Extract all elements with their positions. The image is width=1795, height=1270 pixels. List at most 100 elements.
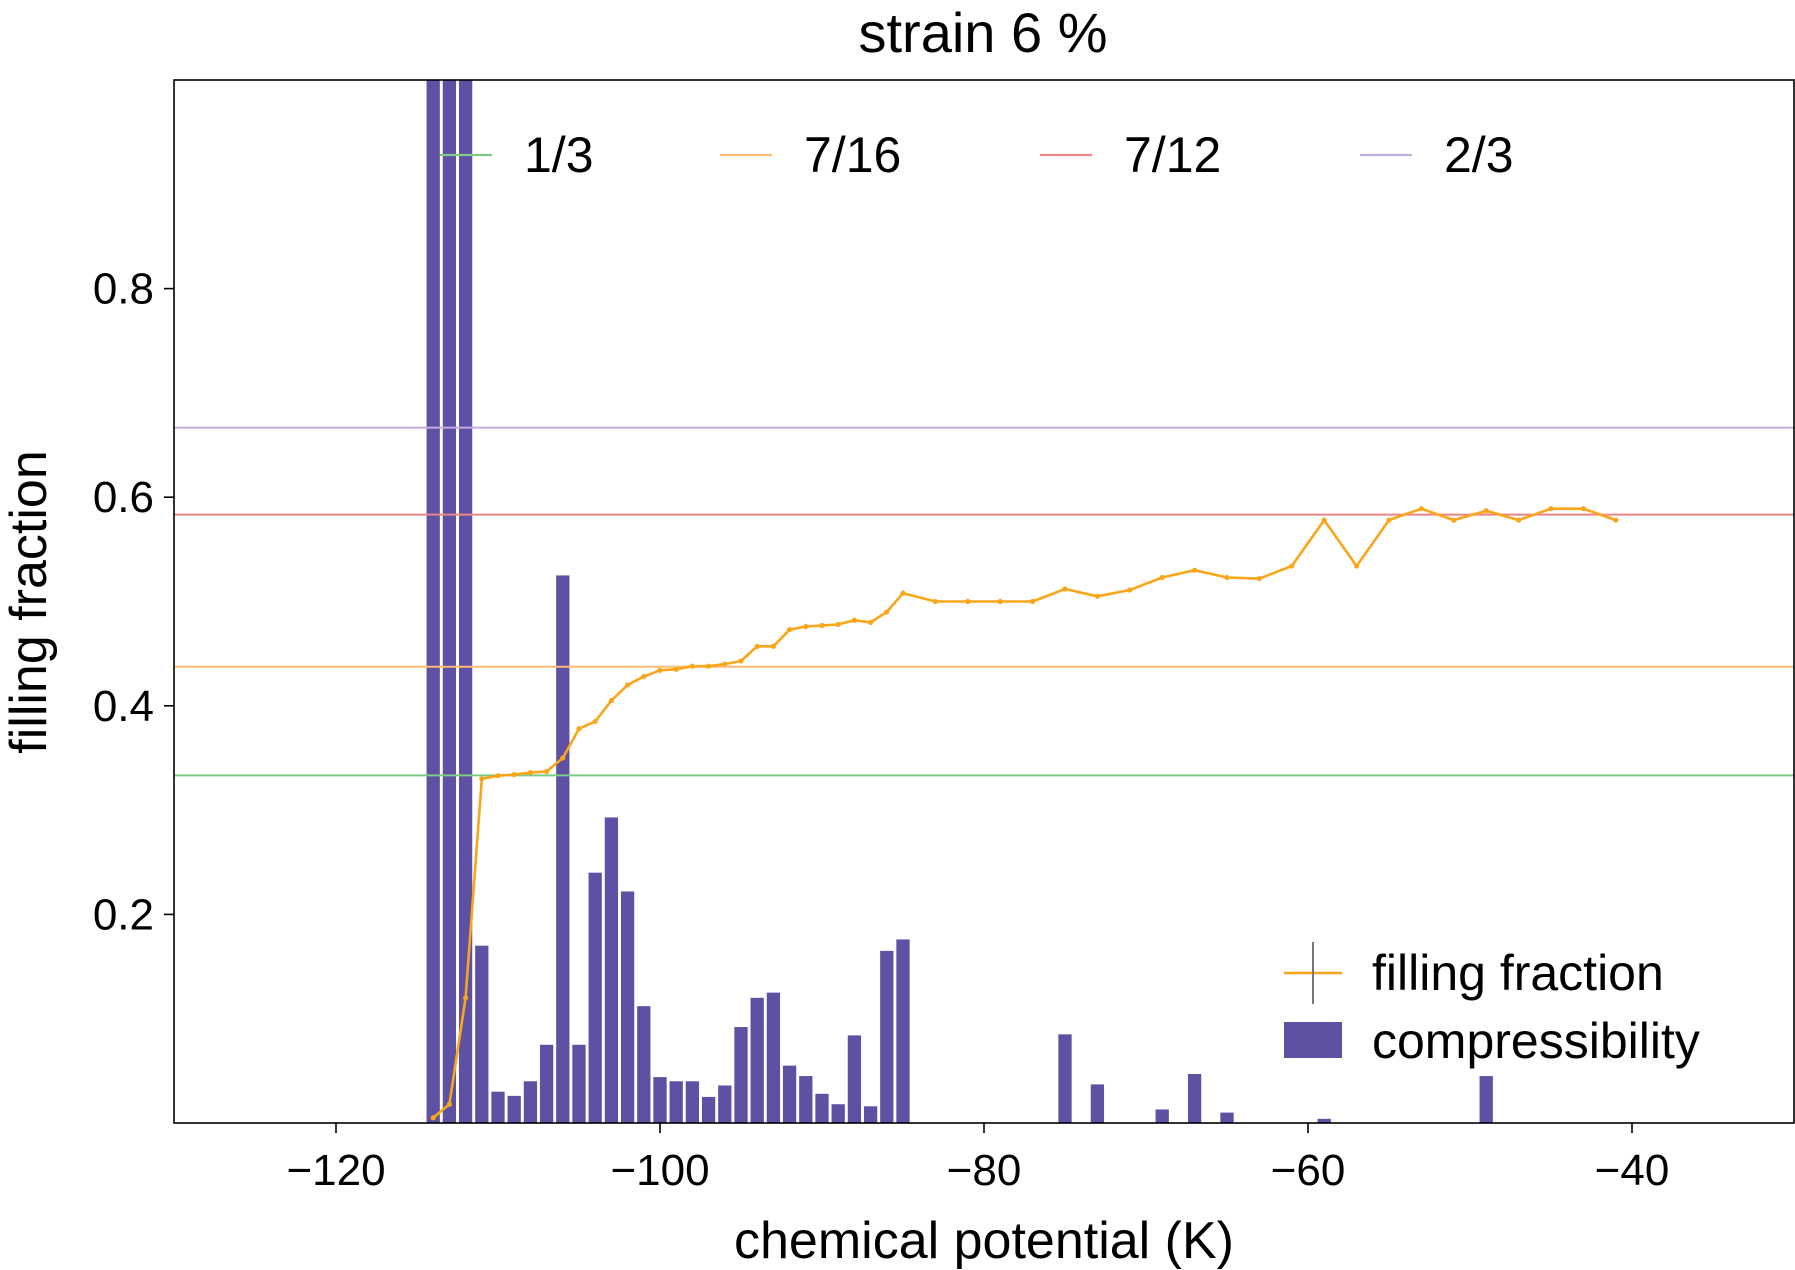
filling-fraction-point xyxy=(1127,587,1133,593)
compressibility-bar xyxy=(637,1006,651,1123)
filling-fraction-point xyxy=(463,995,469,1001)
compressibility-bar xyxy=(734,1027,748,1123)
compressibility-bar xyxy=(523,1081,538,1123)
filling-fraction-point xyxy=(657,667,663,673)
compressibility-bar xyxy=(701,1096,716,1123)
filling-fraction-point xyxy=(608,697,615,704)
filling-fraction-point xyxy=(1321,517,1327,523)
filling-fraction-point xyxy=(1516,517,1522,523)
series-legend: filling fraction compressibility xyxy=(1284,942,1700,1069)
x-tick-label: −60 xyxy=(1271,1146,1346,1195)
compressibility-bar xyxy=(863,1106,878,1123)
filling-fraction-point xyxy=(803,623,809,630)
filling-fraction-point xyxy=(1256,575,1262,582)
y-tick-label: 0.6 xyxy=(93,473,154,522)
legend-label: compressibility xyxy=(1372,1013,1700,1069)
compressibility-bar xyxy=(815,1093,829,1123)
filling-fraction-point xyxy=(1483,508,1489,514)
filling-fraction-point xyxy=(738,658,744,664)
filling-fraction-point xyxy=(706,663,712,669)
compressibility-bar xyxy=(1220,1112,1234,1123)
legend-label: 2/3 xyxy=(1444,127,1514,183)
filling-fraction-point xyxy=(544,768,550,775)
filling-fraction-point xyxy=(884,609,890,615)
filling-fraction-point xyxy=(754,643,760,649)
filling-fraction-point xyxy=(1224,574,1230,581)
reference-lines xyxy=(174,426,1794,777)
compressibility-bar xyxy=(588,872,602,1123)
compressibility-bar xyxy=(653,1077,667,1123)
filling-fraction-point xyxy=(851,617,858,623)
x-tick-label: −120 xyxy=(286,1146,385,1195)
compressibility-bar xyxy=(458,80,473,1123)
filling-fraction-line xyxy=(432,507,1617,1119)
filling-fraction-point xyxy=(1062,586,1068,592)
legend-label: filling fraction xyxy=(1372,945,1664,1001)
filling-fraction-point xyxy=(787,627,793,633)
compressibility-bars xyxy=(426,80,1493,1123)
compressibility-bar xyxy=(669,1081,683,1123)
filling-fraction-point xyxy=(1451,517,1457,523)
x-tick-label: −80 xyxy=(947,1146,1022,1195)
filling-fraction-point xyxy=(689,663,696,669)
legend-label: 1/3 xyxy=(524,127,594,183)
compressibility-bar xyxy=(766,992,781,1123)
filling-fraction-point xyxy=(1030,598,1036,605)
compressibility-bar xyxy=(718,1085,732,1123)
filling-fraction-point xyxy=(900,590,906,596)
x-axis-label: chemical potential (K) xyxy=(734,1212,1234,1270)
filling-fraction-point xyxy=(1354,563,1360,569)
compressibility-bar xyxy=(507,1095,521,1123)
filling-fraction-point xyxy=(576,726,582,732)
filling-fraction-point xyxy=(625,682,631,688)
filling-fraction-point xyxy=(527,769,534,776)
filling-fraction-point xyxy=(592,718,598,725)
compressibility-bar xyxy=(475,945,489,1123)
compressibility-bar xyxy=(442,80,457,1123)
filling-fraction-point xyxy=(1418,506,1424,512)
reference-line-legend: 1/3 7/16 7/12 2/3 xyxy=(440,127,1514,183)
y-tick-label: 0.4 xyxy=(93,682,154,731)
filling-fraction-point xyxy=(819,622,825,629)
compressibility-bar xyxy=(1155,1109,1169,1123)
legend-label: 7/12 xyxy=(1124,127,1221,183)
filling-fraction-point xyxy=(446,1101,452,1107)
compressibility-bar xyxy=(1317,1118,1331,1123)
y-axis-ticks: 0.2 0.4 0.6 0.8 xyxy=(93,265,174,939)
filling-fraction-point xyxy=(511,772,517,778)
compressibility-bar xyxy=(556,575,570,1123)
filling-fraction-point xyxy=(722,661,728,667)
filling-fraction-point xyxy=(1580,506,1586,512)
legend-label: 7/16 xyxy=(804,127,901,183)
compressibility-bar xyxy=(1090,1084,1105,1123)
x-tick-label: −100 xyxy=(610,1146,709,1195)
compressibility-bar xyxy=(491,1091,505,1123)
x-tick-label: −40 xyxy=(1595,1146,1670,1195)
compressibility-bar xyxy=(1479,1076,1493,1123)
filling-fraction-point xyxy=(641,673,647,680)
y-axis-label: filling fraction xyxy=(0,450,58,753)
filling-fraction-point xyxy=(1289,563,1295,569)
compressibility-bar xyxy=(880,950,894,1123)
compressibility-bar xyxy=(799,1076,813,1123)
compressibility-bar xyxy=(620,891,635,1123)
compressibility-bar xyxy=(1058,1034,1072,1123)
filling-fraction-point xyxy=(1548,506,1554,512)
compressibility-bar xyxy=(604,817,619,1123)
compressibility-bar xyxy=(1187,1073,1202,1123)
filling-fraction-point xyxy=(932,598,939,605)
filling-fraction-point xyxy=(1613,517,1619,523)
filling-fraction-point xyxy=(430,1115,436,1121)
compressibility-bar xyxy=(426,80,440,1123)
filling-fraction-point xyxy=(868,619,874,625)
compressibility-bar xyxy=(539,1044,554,1123)
filling-fraction-series xyxy=(430,506,1619,1121)
compressibility-bar xyxy=(750,997,764,1123)
filling-fraction-point xyxy=(560,755,566,761)
compressibility-bar xyxy=(572,1044,586,1123)
compressibility-bar xyxy=(782,1065,797,1123)
filling-fraction-point xyxy=(1094,593,1100,599)
compressibility-bar xyxy=(831,1104,845,1123)
compressibility-bar xyxy=(896,939,910,1123)
